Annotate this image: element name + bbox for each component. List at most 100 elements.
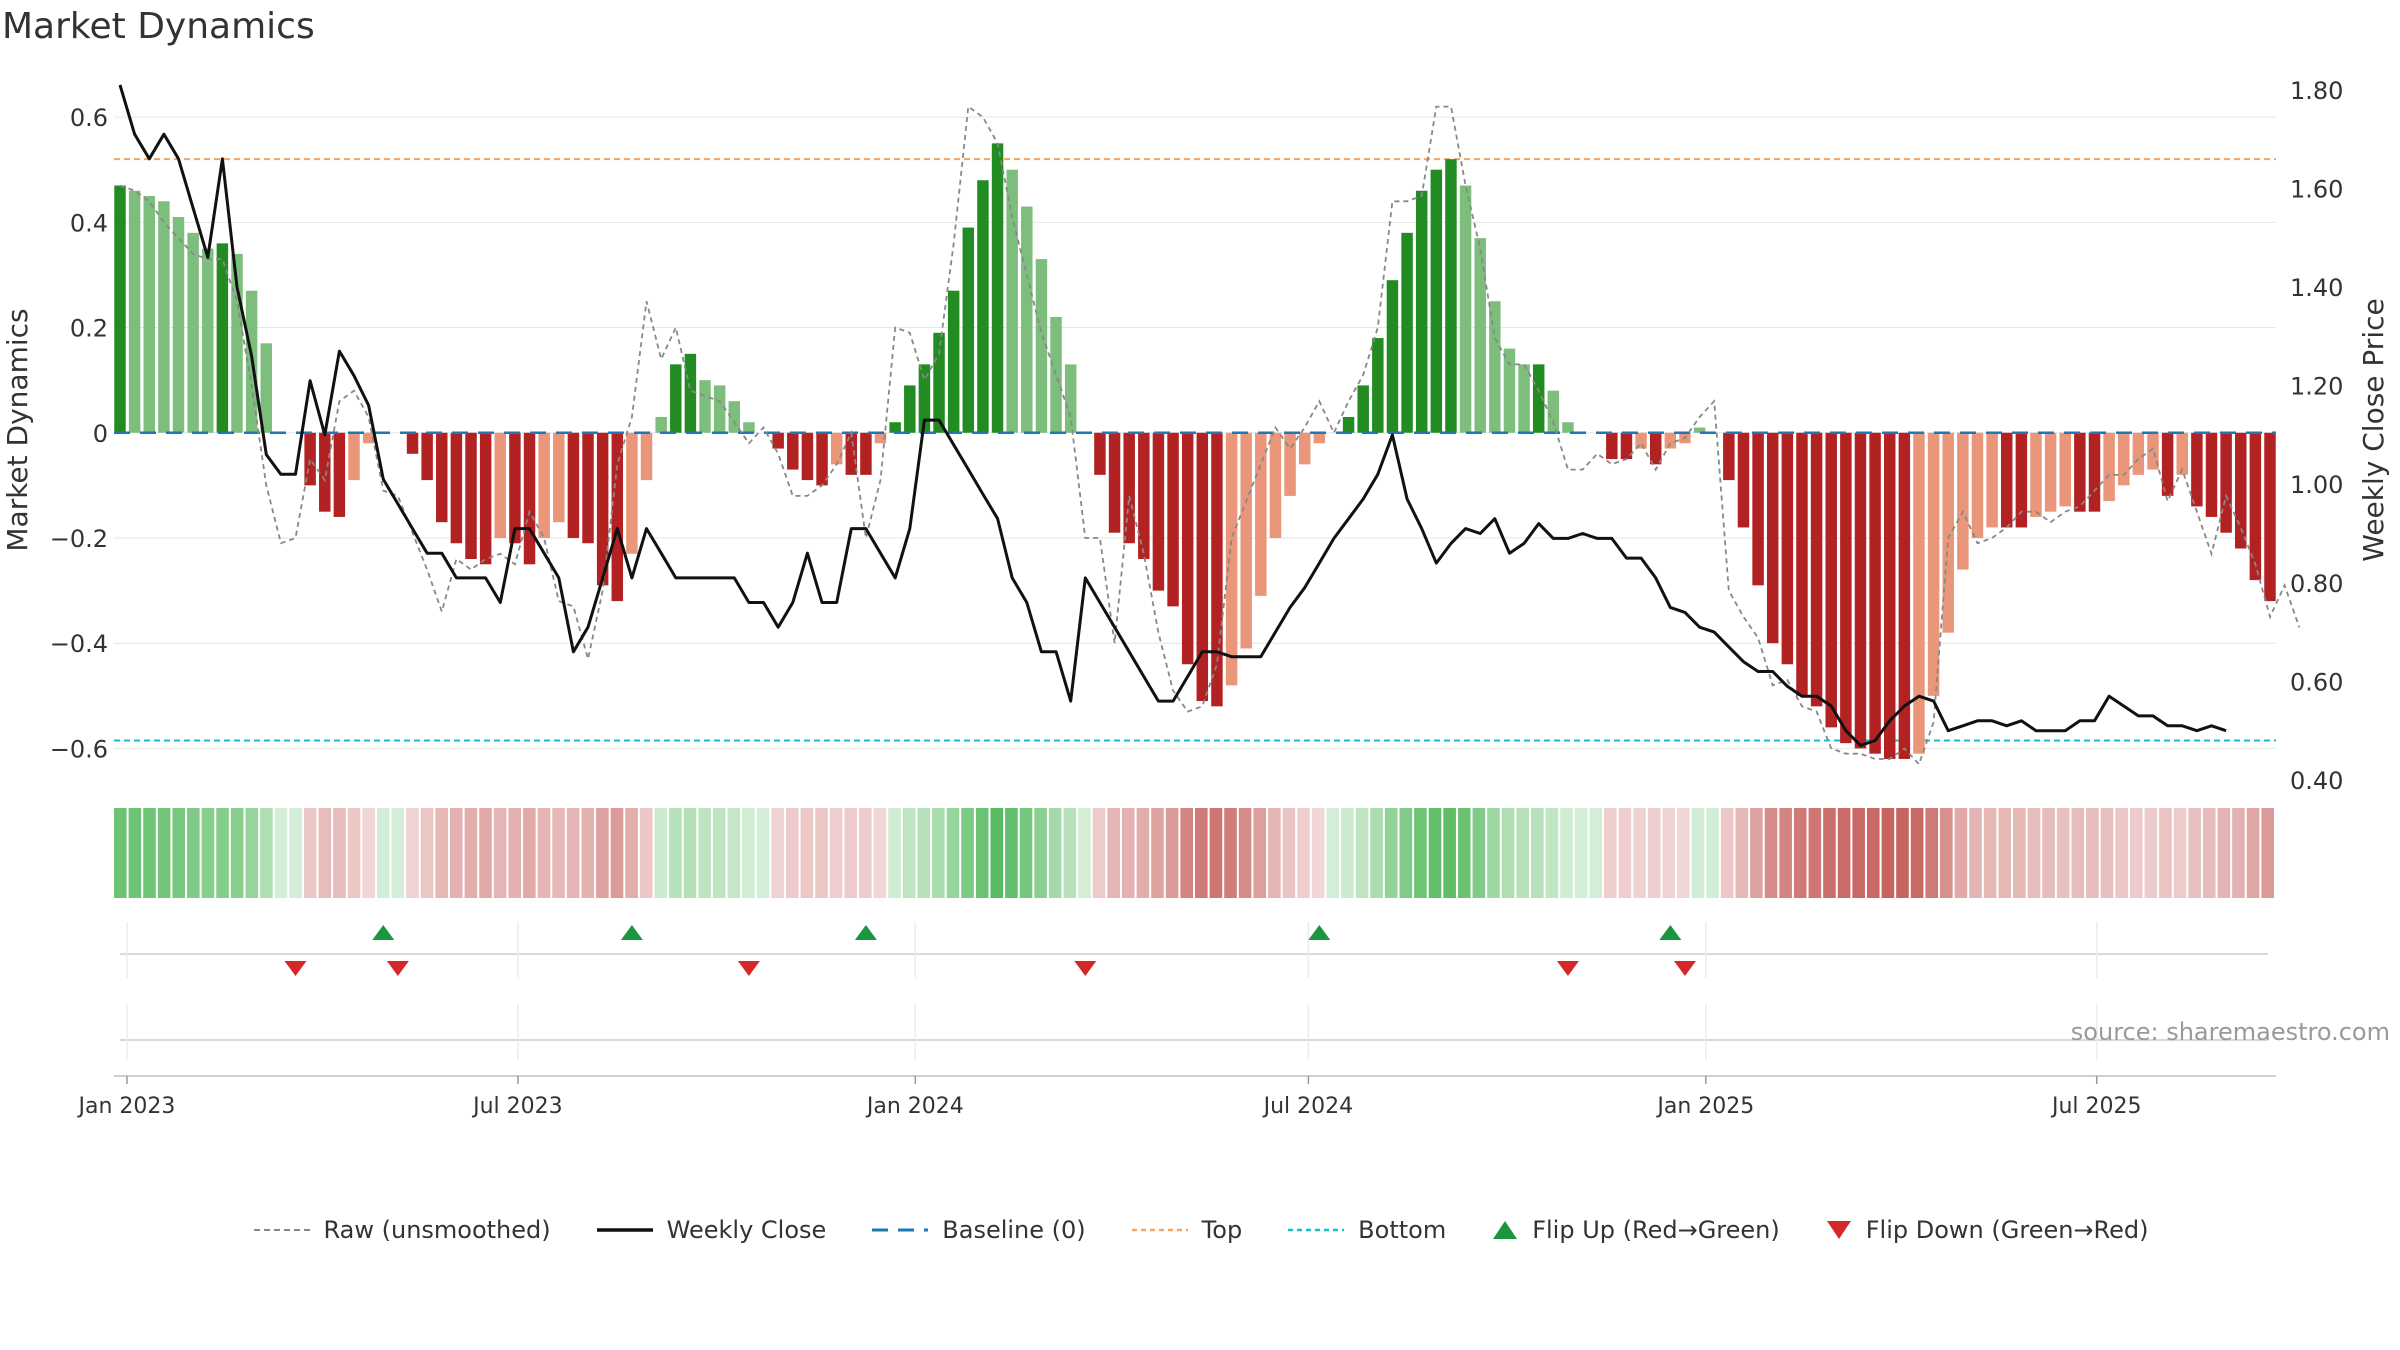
regime-cell (537, 808, 551, 898)
regime-cell (1823, 808, 1836, 898)
dynamics-bar (1752, 432, 1764, 586)
regime-cell (2173, 808, 2187, 898)
dynamics-bar (216, 243, 229, 433)
dynamics-bar (787, 432, 799, 470)
dynamics-bar (1298, 432, 1311, 465)
regime-cell (596, 808, 609, 898)
regime-cell (1691, 808, 1705, 898)
dynamics-bar (845, 432, 858, 475)
regime-cell (1165, 808, 1179, 898)
dynamics-bar (626, 432, 638, 554)
regime-cell (669, 808, 682, 898)
dynamics-bar (1854, 432, 1867, 749)
regime-cell (289, 808, 302, 898)
regime-cell (2115, 808, 2128, 898)
regime-cell (1750, 808, 1763, 898)
dynamics-bar (1284, 432, 1296, 496)
dynamics-bar (596, 432, 609, 586)
dynamics-bar (1957, 432, 1969, 570)
legend-top: Top (1130, 1216, 1242, 1244)
legend-close: Weekly Close (595, 1216, 826, 1244)
dynamics-bar (1796, 432, 1808, 696)
y-axis-left-label: Market Dynamics (1, 308, 34, 551)
dynamics-bar (406, 432, 419, 454)
legend-flip-down-label: Flip Down (Green→Red) (1865, 1216, 2149, 1244)
dynamics-bar (567, 432, 580, 538)
dynamics-bar (670, 364, 682, 433)
regime-cell (1837, 808, 1851, 898)
regime-cell (771, 808, 784, 898)
regime-cell (2159, 808, 2172, 898)
regime-cell (1647, 808, 1661, 898)
dynamics-bar (1357, 385, 1369, 433)
dynamics-bar (1021, 206, 1033, 433)
market-dynamics-chart: 0.60.40.20−0.2−0.4−0.6 1.801.601.401.201… (1, 77, 2390, 1119)
dynamics-bar (1781, 432, 1794, 665)
regime-cell (2144, 808, 2158, 898)
regime-cell (1487, 808, 1500, 898)
regime-cell (274, 808, 288, 898)
y-left-tick-label: −0.4 (50, 630, 108, 658)
regime-cell (698, 808, 711, 898)
dynamics-bar (1664, 432, 1677, 449)
y-left-tick-label: 0 (93, 420, 108, 448)
regime-cell (1209, 808, 1223, 898)
dynamics-bar (1050, 317, 1062, 433)
regime-cell (1399, 808, 1413, 898)
regime-cell (216, 808, 229, 898)
regime-cell (1662, 808, 1676, 898)
dynamics-bar (1181, 432, 1194, 665)
regime-cell (1735, 808, 1749, 898)
dynamics-bar (1152, 432, 1165, 591)
dynamics-bar (582, 432, 594, 544)
dynamics-bar (1342, 416, 1355, 433)
legend: Raw (unsmoothed) Weekly Close Baseline (… (0, 1205, 2400, 1255)
dynamics-bar (1547, 390, 1560, 433)
dynamics-bar (523, 432, 536, 565)
bottom-line-swatch (1288, 1228, 1345, 1232)
regime-cell (1253, 808, 1267, 898)
dynamics-bar (933, 332, 945, 433)
x-tick-label: Jul 2023 (471, 1094, 563, 1119)
dynamics-bar (713, 385, 726, 433)
dynamics-bar (319, 432, 331, 512)
dynamics-bar (1986, 432, 1998, 528)
legend-bottom: Bottom (1286, 1216, 1446, 1244)
regime-cell (2013, 808, 2026, 898)
regime-cell (566, 808, 580, 898)
dynamics-bar (874, 432, 887, 444)
regime-cell (1370, 808, 1383, 898)
regime-cell (1793, 808, 1807, 898)
regime-cell (1268, 808, 1281, 898)
raw-line-swatch (253, 1229, 310, 1231)
y-right-tick-label: 0.40 (2290, 767, 2343, 795)
regime-cell (654, 808, 668, 898)
dynamics-bar (1225, 432, 1238, 686)
regime-cell (1808, 808, 1822, 898)
regime-cell (712, 808, 726, 898)
regime-cell (1224, 808, 1237, 898)
regime-cell (1866, 808, 1880, 898)
source-note: source: sharemaestro.com (2071, 1018, 2390, 1046)
regime-cell (2071, 808, 2085, 898)
dynamics-bar (1372, 338, 1384, 433)
dynamics-bar (202, 248, 214, 433)
dynamics-bar (2030, 432, 2042, 517)
regime-cell (449, 808, 463, 898)
dynamics-bar (1035, 259, 1048, 433)
dynamics-bar (260, 343, 272, 433)
dynamics-bar (2220, 432, 2232, 533)
dynamics-bar (2235, 432, 2247, 549)
flip-down-marker (284, 961, 307, 976)
dynamics-bar (2176, 432, 2188, 475)
dynamics-bar (830, 432, 843, 465)
baseline-swatch (872, 1228, 929, 1232)
dynamics-bar (538, 432, 550, 538)
dynamics-bar (1445, 159, 1457, 433)
dynamics-bar (1606, 432, 1618, 460)
regime-cell (902, 808, 916, 898)
regime-cell (1005, 808, 1018, 898)
dynamics-bar (2205, 432, 2218, 517)
dynamics-bar (187, 232, 199, 433)
x-tick-label: Jan 2023 (77, 1094, 176, 1119)
